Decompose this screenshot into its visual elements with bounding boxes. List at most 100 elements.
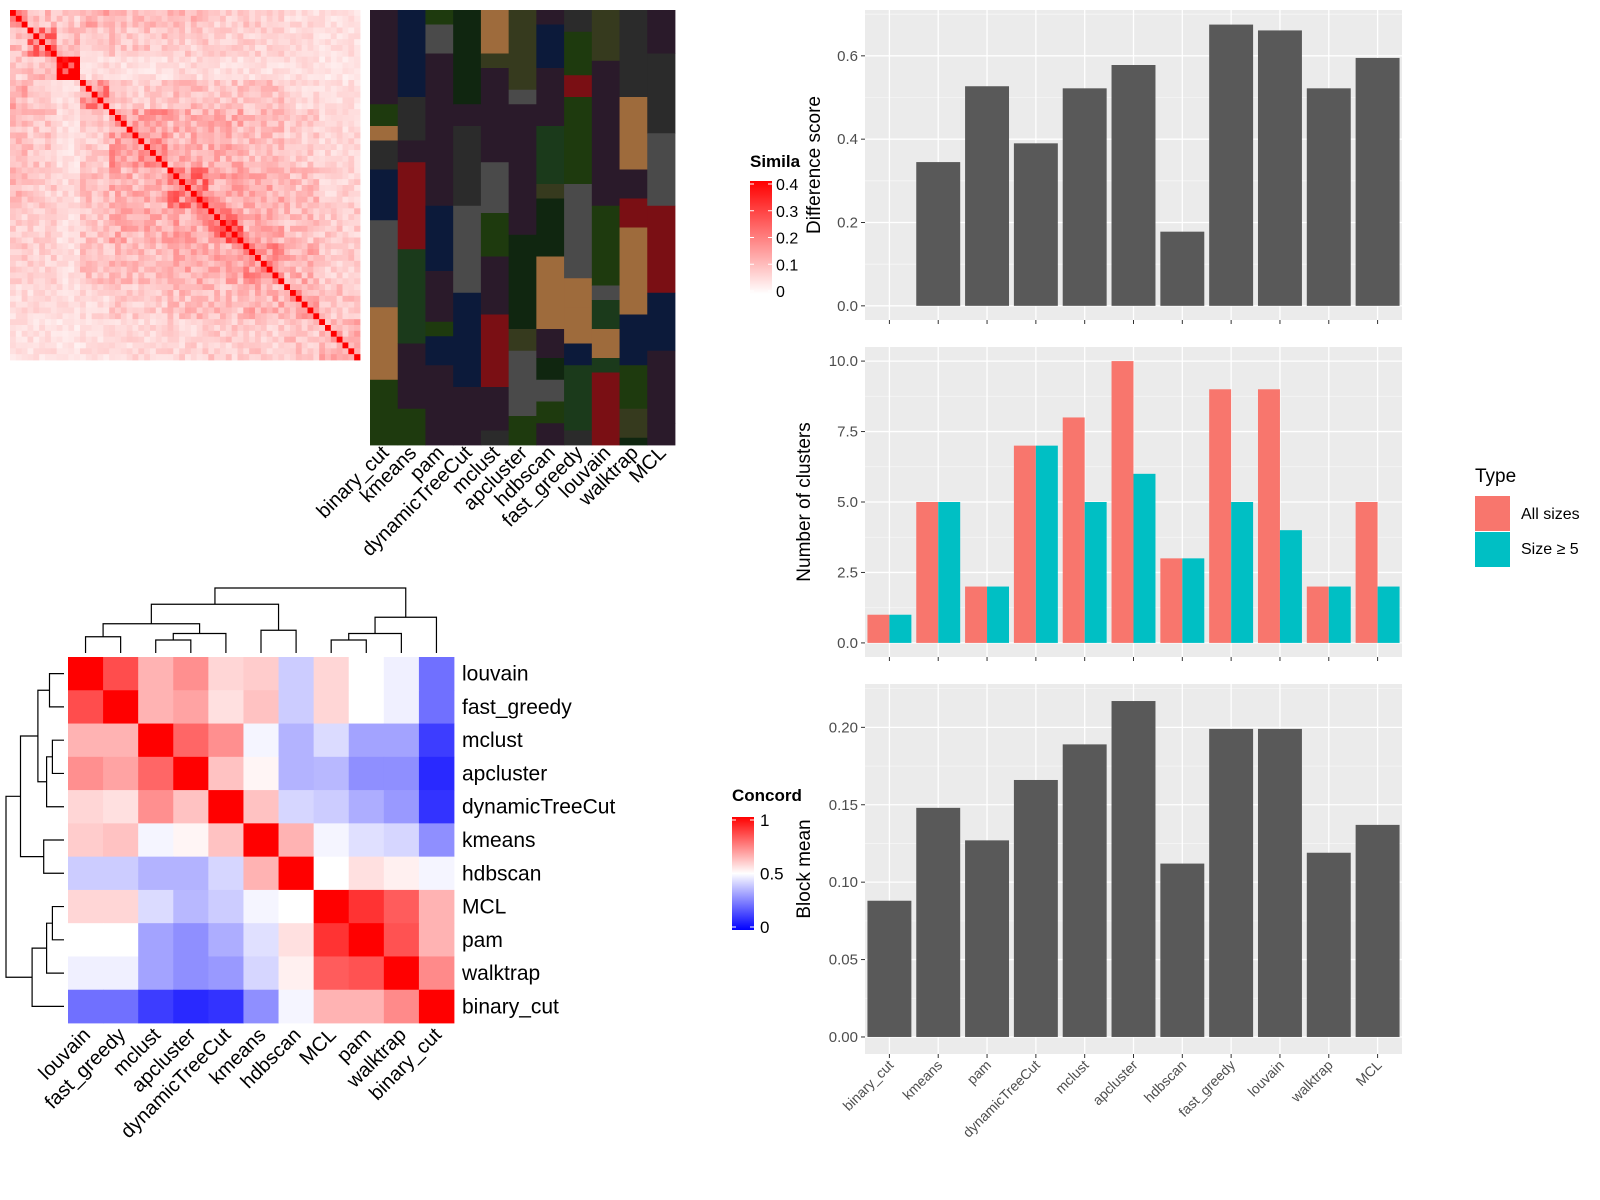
similarity-cell <box>103 138 110 145</box>
similarity-cell <box>85 330 93 338</box>
similarity-cell <box>249 237 256 244</box>
similarity-cell <box>336 190 343 198</box>
similarity-cell <box>266 272 273 279</box>
membership-cell <box>397 10 426 98</box>
similarity-cell <box>196 33 203 40</box>
similarity-cell <box>313 336 320 343</box>
similarity-cell <box>80 120 87 128</box>
y-axis-title: Block mean <box>794 819 815 918</box>
similarity-colorbar <box>750 181 772 294</box>
similarity-cell <box>167 33 174 40</box>
similarity-cell <box>39 132 46 139</box>
similarity-cell <box>185 225 192 233</box>
similarity-cell <box>109 190 116 198</box>
y-axis-title: Difference score <box>804 96 825 234</box>
similarity-cell <box>150 354 157 361</box>
similarity-cell <box>39 56 46 63</box>
similarity-cell <box>103 56 110 63</box>
similarity-cell <box>45 231 52 238</box>
similarity-cell <box>68 109 75 116</box>
similarity-cell <box>21 325 28 332</box>
similarity-cell <box>354 56 361 63</box>
concordance-cell <box>243 889 279 924</box>
similarity-cell <box>243 255 250 262</box>
similarity-cell <box>120 295 128 303</box>
similarity-cell <box>179 103 186 110</box>
similarity-cell <box>214 290 221 297</box>
similarity-cell <box>295 266 303 273</box>
similarity-cell <box>138 190 145 198</box>
similarity-cell <box>237 284 244 291</box>
similarity-cell <box>150 39 157 46</box>
similarity-cell <box>167 126 174 133</box>
similarity-cell <box>260 132 268 139</box>
similarity-cell <box>97 120 104 128</box>
similarity-cell <box>27 255 34 262</box>
similarity-cell <box>27 74 34 81</box>
similarity-cell <box>39 150 46 157</box>
similarity-cell <box>126 220 133 227</box>
similarity-cell <box>208 272 215 279</box>
bar-all-sizes-louvain <box>1257 389 1280 643</box>
similarity-cell <box>173 120 180 128</box>
similarity-cell <box>202 330 209 338</box>
similarity-cell <box>313 27 320 34</box>
similarity-cell <box>144 208 151 215</box>
similarity-cell <box>330 39 338 46</box>
similarity-cell <box>68 278 75 285</box>
similarity-cell <box>179 342 186 349</box>
similarity-cell <box>354 138 361 145</box>
similarity-cell <box>62 33 69 40</box>
similarity-cell <box>120 115 128 122</box>
similarity-cell <box>336 132 343 139</box>
similarity-cell <box>85 68 93 75</box>
similarity-cell <box>138 225 145 233</box>
similarity-cell <box>319 354 326 361</box>
similarity-cell <box>313 190 320 198</box>
similarity-cell <box>161 115 168 122</box>
similarity-cell <box>255 167 262 174</box>
similarity-cell <box>150 21 157 28</box>
similarity-cell <box>155 249 163 256</box>
similarity-cell <box>91 190 98 198</box>
similarity-cell <box>21 39 28 46</box>
similarity-cell <box>126 336 133 343</box>
concordance-cell <box>138 790 174 824</box>
similarity-cell <box>278 348 285 355</box>
similarity-cell <box>39 173 46 180</box>
similarity-cell <box>45 21 52 28</box>
similarity-cell <box>301 225 308 233</box>
similarity-cell <box>307 97 314 104</box>
similarity-cell <box>144 150 151 157</box>
similarity-cell <box>45 155 52 163</box>
similarity-cell <box>167 237 174 244</box>
similarity-cell <box>260 336 268 343</box>
similarity-cell <box>62 185 69 192</box>
similarity-cell <box>21 231 28 238</box>
similarity-cell <box>307 45 314 52</box>
similarity-cell <box>196 103 203 110</box>
membership-cell <box>370 379 399 446</box>
similarity-cell <box>144 80 151 87</box>
similarity-cell <box>74 103 81 110</box>
similarity-cell <box>319 80 326 87</box>
similarity-cell <box>307 109 314 116</box>
similarity-cell <box>155 220 163 227</box>
similarity-cell <box>330 138 338 145</box>
similarity-cell <box>225 307 233 314</box>
similarity-cell <box>132 220 139 227</box>
similarity-cell <box>336 50 343 58</box>
similarity-cell <box>120 80 128 87</box>
similarity-cell <box>202 109 209 116</box>
similarity-cell <box>115 21 122 28</box>
similarity-cell <box>91 33 98 40</box>
similarity-cell <box>45 284 52 291</box>
similarity-cell <box>266 295 273 303</box>
concordance-cell <box>173 756 209 791</box>
similarity-cell <box>231 225 238 233</box>
similarity-cell <box>109 167 116 174</box>
similarity-cell <box>284 348 291 355</box>
similarity-cell <box>39 255 46 262</box>
similarity-cell <box>91 220 98 227</box>
similarity-cell <box>290 266 297 273</box>
